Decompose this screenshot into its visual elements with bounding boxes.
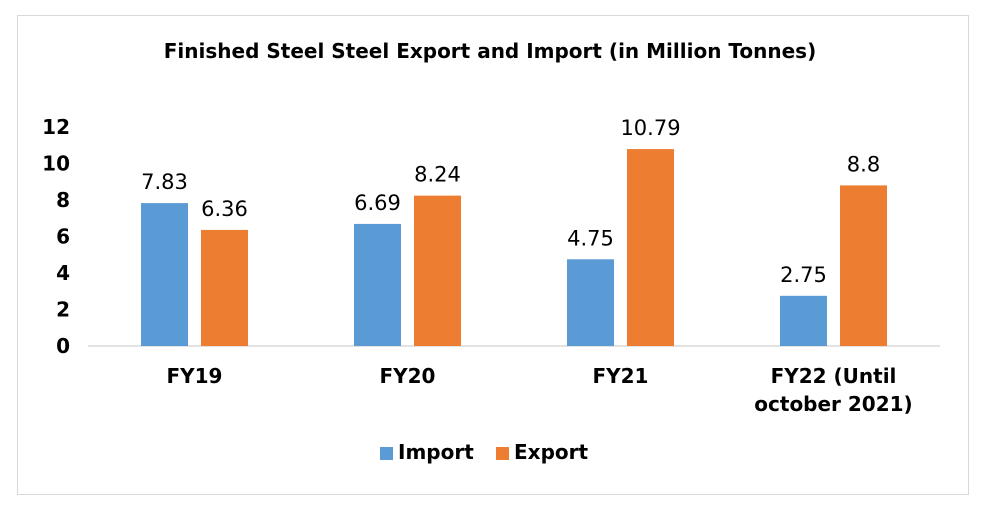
legend-swatch-export [496,447,509,460]
y-tick-label: 8 [56,188,70,212]
data-label-import-2: 6.69 [354,191,401,215]
bar-import-4 [780,295,827,346]
data-label-export-3: 10.79 [620,116,680,140]
data-label-import-1: 7.83 [141,170,188,194]
data-label-import-3: 4.75 [567,226,614,250]
chart-title: Finished Steel Steel Export and Import (… [163,39,817,63]
bar-export-3 [627,149,674,346]
y-tick-label: 0 [56,334,70,358]
bar-import-2 [354,223,401,346]
bar-export-1 [201,229,248,346]
y-tick-label: 12 [42,115,70,139]
data-label-import-4: 2.75 [780,263,827,287]
y-tick-label: 4 [56,261,70,285]
y-tick-label: 2 [56,298,70,322]
bar-import-3 [567,259,614,346]
x-tick-label: FY19 [167,364,223,388]
x-tick-label: FY22 (Until [771,364,897,388]
bar-export-4 [840,185,887,346]
data-label-export-2: 8.24 [414,163,461,187]
y-tick-label: 6 [56,225,70,249]
data-label-export-4: 8.8 [847,152,880,176]
bar-import-1 [141,203,188,346]
bar-export-2 [414,195,461,346]
x-tick-label: FY20 [380,364,436,388]
legend-label-import: Import [398,440,474,464]
data-label-export-1: 6.36 [201,197,248,221]
legend-label-export: Export [514,440,588,464]
x-tick-label: october 2021) [754,392,912,416]
x-tick-label: FY21 [593,364,649,388]
legend-swatch-import [380,447,393,460]
y-tick-label: 10 [42,152,70,176]
